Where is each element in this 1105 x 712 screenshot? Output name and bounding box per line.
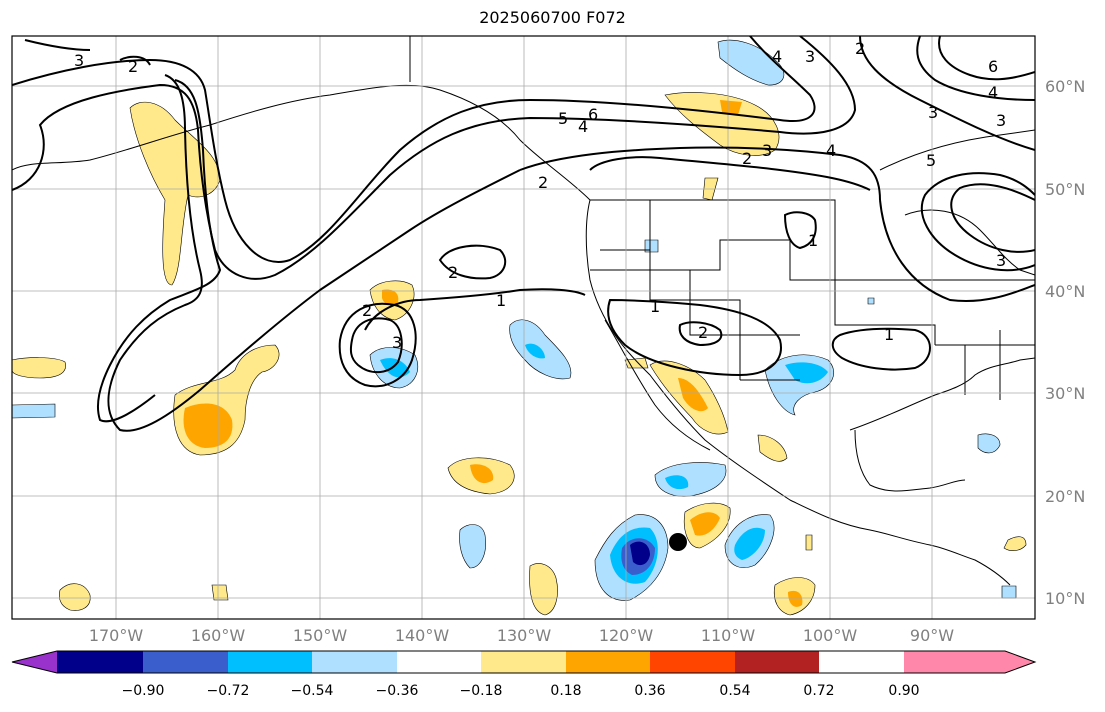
svg-text:1: 1 bbox=[650, 297, 660, 316]
lon-label-160w: 160°W bbox=[190, 626, 246, 645]
svg-text:1: 1 bbox=[808, 231, 818, 250]
svg-text:3: 3 bbox=[805, 47, 815, 66]
lon-label-90w: 90°W bbox=[909, 626, 955, 645]
svg-text:2: 2 bbox=[538, 173, 548, 192]
svg-text:4: 4 bbox=[772, 47, 782, 66]
colorbar-tick: 0.90 bbox=[888, 683, 920, 699]
colorbar-tick: 0.18 bbox=[550, 683, 582, 699]
svg-text:2: 2 bbox=[128, 57, 138, 76]
svg-text:4: 4 bbox=[578, 117, 588, 136]
storm-position-dot bbox=[669, 533, 687, 551]
svg-text:5: 5 bbox=[558, 109, 568, 128]
svg-text:2: 2 bbox=[742, 149, 752, 168]
lon-label-120w: 120°W bbox=[598, 626, 654, 645]
svg-text:1: 1 bbox=[496, 291, 506, 310]
svg-text:2: 2 bbox=[448, 263, 458, 282]
svg-text:3: 3 bbox=[762, 141, 772, 160]
lon-label-170w: 170°W bbox=[88, 626, 144, 645]
lat-label-20n: 20°N bbox=[1045, 487, 1086, 506]
colorbar-tick: 0.72 bbox=[803, 683, 835, 699]
svg-text:3: 3 bbox=[996, 111, 1006, 130]
map-frame bbox=[11, 35, 1036, 620]
colorbar-tick: −0.18 bbox=[459, 683, 503, 699]
colorbar-tick: −0.54 bbox=[290, 683, 334, 699]
svg-text:3: 3 bbox=[996, 251, 1006, 270]
svg-text:2: 2 bbox=[698, 323, 708, 342]
svg-text:3: 3 bbox=[928, 103, 938, 122]
contour-labels: 3 2 6 4 5 4 3 2 5 6 4 3 3 1 2 1 2 1 1 2 … bbox=[74, 39, 1006, 352]
svg-text:5: 5 bbox=[926, 151, 936, 170]
svg-text:4: 4 bbox=[988, 83, 998, 102]
lat-label-30n: 30°N bbox=[1045, 384, 1086, 403]
svg-text:3: 3 bbox=[392, 333, 402, 352]
colorbar-tick: −0.72 bbox=[206, 683, 250, 699]
colorbar-tick: 0.54 bbox=[719, 683, 751, 699]
coastlines bbox=[12, 36, 1035, 586]
graticule bbox=[12, 36, 1035, 619]
colorbar-tick: 0.36 bbox=[634, 683, 666, 699]
svg-text:6: 6 bbox=[588, 105, 598, 124]
lon-label-100w: 100°W bbox=[802, 626, 858, 645]
lat-label-50n: 50°N bbox=[1045, 180, 1086, 199]
lat-label-60n: 60°N bbox=[1045, 77, 1086, 96]
map-title: 2025060700 F072 bbox=[479, 8, 626, 27]
svg-text:6: 6 bbox=[988, 57, 998, 76]
lat-label-10n: 10°N bbox=[1045, 589, 1086, 608]
lon-label-140w: 140°W bbox=[394, 626, 450, 645]
svg-text:3: 3 bbox=[74, 51, 84, 70]
lon-label-110w: 110°W bbox=[700, 626, 756, 645]
svg-text:1: 1 bbox=[884, 325, 894, 344]
lat-label-40n: 40°N bbox=[1045, 282, 1086, 301]
svg-text:2: 2 bbox=[855, 39, 865, 58]
lon-label-130w: 130°W bbox=[496, 626, 552, 645]
svg-text:4: 4 bbox=[826, 141, 836, 160]
svg-text:2: 2 bbox=[362, 301, 372, 320]
anomaly-shading bbox=[12, 39, 1027, 616]
lon-label-150w: 150°W bbox=[292, 626, 348, 645]
colorbar-tick: −0.36 bbox=[375, 683, 419, 699]
contour-lines bbox=[12, 36, 1035, 432]
colorbar-tick: −0.90 bbox=[121, 683, 165, 699]
